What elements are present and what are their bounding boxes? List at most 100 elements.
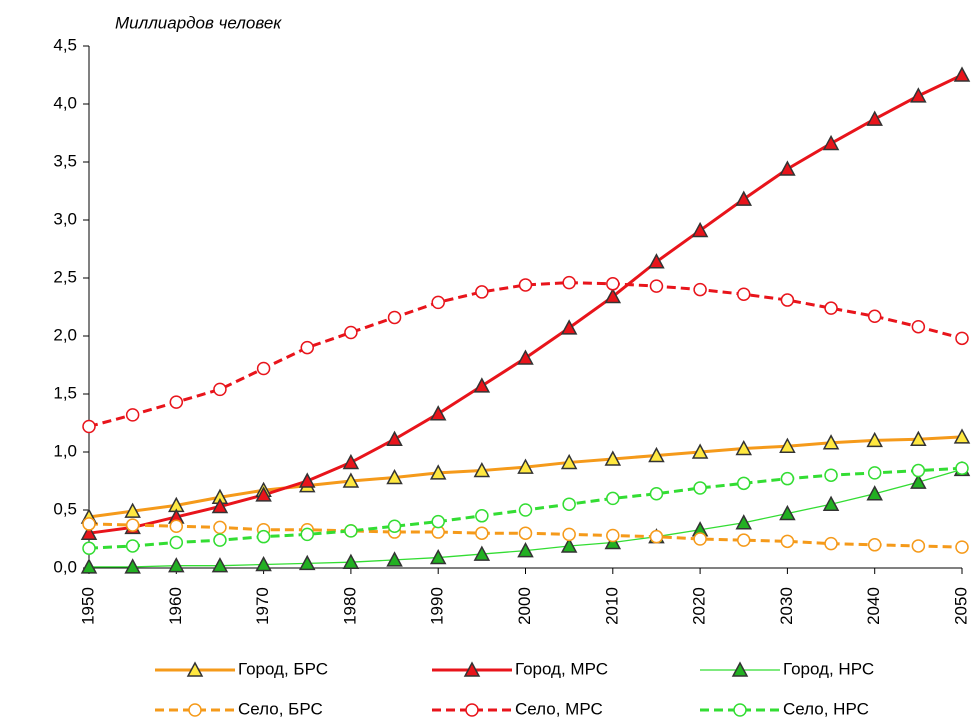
y-tick-label: 1,0	[53, 441, 77, 460]
legend-marker	[731, 661, 749, 677]
data-point	[473, 461, 491, 478]
y-tick-label: 0,5	[53, 499, 77, 518]
data-point	[867, 538, 882, 552]
data-point	[213, 382, 227, 397]
data-point	[342, 472, 360, 488]
data-point	[342, 453, 360, 470]
data-point	[211, 557, 229, 573]
legend-marker	[465, 703, 479, 717]
data-point	[911, 463, 926, 478]
data-point	[517, 458, 534, 474]
x-tick-label: 2040	[864, 587, 883, 625]
data-point	[475, 526, 489, 540]
data-point	[431, 514, 445, 529]
data-point	[473, 545, 491, 561]
data-point	[606, 491, 620, 506]
data-point	[691, 443, 709, 459]
data-point	[867, 466, 882, 480]
data-point	[475, 509, 489, 523]
data-point	[124, 502, 141, 518]
data-point	[953, 66, 971, 82]
data-point	[298, 554, 316, 571]
data-point	[911, 539, 926, 553]
data-point	[168, 557, 185, 573]
data-point	[779, 160, 796, 176]
data-point	[779, 504, 796, 521]
data-point	[866, 431, 883, 448]
data-point	[780, 534, 795, 549]
data-point	[955, 331, 969, 346]
legend-marker	[188, 703, 202, 717]
y-tick-label: 1,5	[53, 383, 77, 402]
data-point	[80, 524, 98, 540]
data-point	[693, 481, 707, 495]
x-tick-label: 2030	[777, 587, 796, 625]
data-point	[300, 340, 314, 355]
data-point	[124, 558, 141, 574]
x-tick-label: 2010	[602, 587, 621, 625]
data-point	[955, 540, 969, 554]
data-point	[779, 437, 796, 453]
legend-label: Город, МРС	[515, 659, 608, 678]
data-point	[518, 526, 533, 540]
data-point	[256, 529, 271, 544]
data-point	[344, 524, 358, 538]
x-tick-label: 1990	[428, 587, 447, 625]
data-point	[213, 520, 227, 535]
data-point	[604, 287, 622, 304]
data-point	[255, 555, 272, 572]
data-point	[604, 450, 622, 466]
legend-label: Город, НРС	[783, 659, 874, 678]
x-tick-label: 1960	[166, 587, 185, 625]
data-point	[562, 527, 576, 542]
data-point	[606, 277, 620, 291]
data-point	[387, 519, 402, 533]
data-point	[780, 293, 795, 307]
data-point	[125, 408, 140, 422]
x-tick-label: 2020	[690, 587, 709, 625]
data-point	[82, 541, 96, 556]
data-point	[737, 476, 751, 491]
data-point	[735, 190, 753, 206]
legend-marker	[186, 661, 204, 677]
data-point	[824, 536, 838, 551]
data-point	[866, 110, 883, 126]
data-point	[431, 295, 445, 310]
data-point	[169, 395, 184, 409]
data-point	[80, 558, 98, 574]
data-point	[387, 310, 402, 325]
legend-label: Село, БРС	[238, 699, 323, 718]
data-point	[691, 221, 709, 238]
data-point	[735, 439, 753, 456]
data-point	[125, 518, 140, 532]
data-point	[344, 325, 358, 340]
x-tick-label: 1950	[78, 587, 97, 625]
data-point	[429, 464, 447, 480]
data-point	[649, 529, 664, 544]
data-point	[911, 319, 926, 334]
data-point	[429, 548, 447, 565]
data-point	[866, 485, 883, 501]
data-point	[517, 542, 534, 558]
data-point	[910, 473, 927, 489]
data-point	[562, 275, 576, 290]
data-point	[910, 430, 927, 446]
legend-label: Город, БРС	[238, 659, 328, 678]
x-tick-label: 1980	[340, 587, 359, 625]
data-point	[169, 535, 184, 550]
y-tick-label: 4,0	[53, 93, 77, 112]
legend-label: Село, НРС	[783, 699, 869, 718]
data-point	[648, 253, 665, 269]
data-point	[300, 527, 314, 542]
data-point	[693, 532, 707, 546]
data-point	[517, 349, 534, 365]
data-point	[737, 287, 751, 301]
data-point	[386, 551, 403, 567]
data-point	[955, 461, 969, 475]
data-point	[649, 487, 664, 501]
y-axis-label: Миллиардов человек	[115, 13, 282, 32]
data-point	[125, 539, 140, 553]
data-point	[560, 319, 578, 335]
data-point	[518, 278, 533, 292]
x-tick-label: 2000	[515, 587, 534, 625]
